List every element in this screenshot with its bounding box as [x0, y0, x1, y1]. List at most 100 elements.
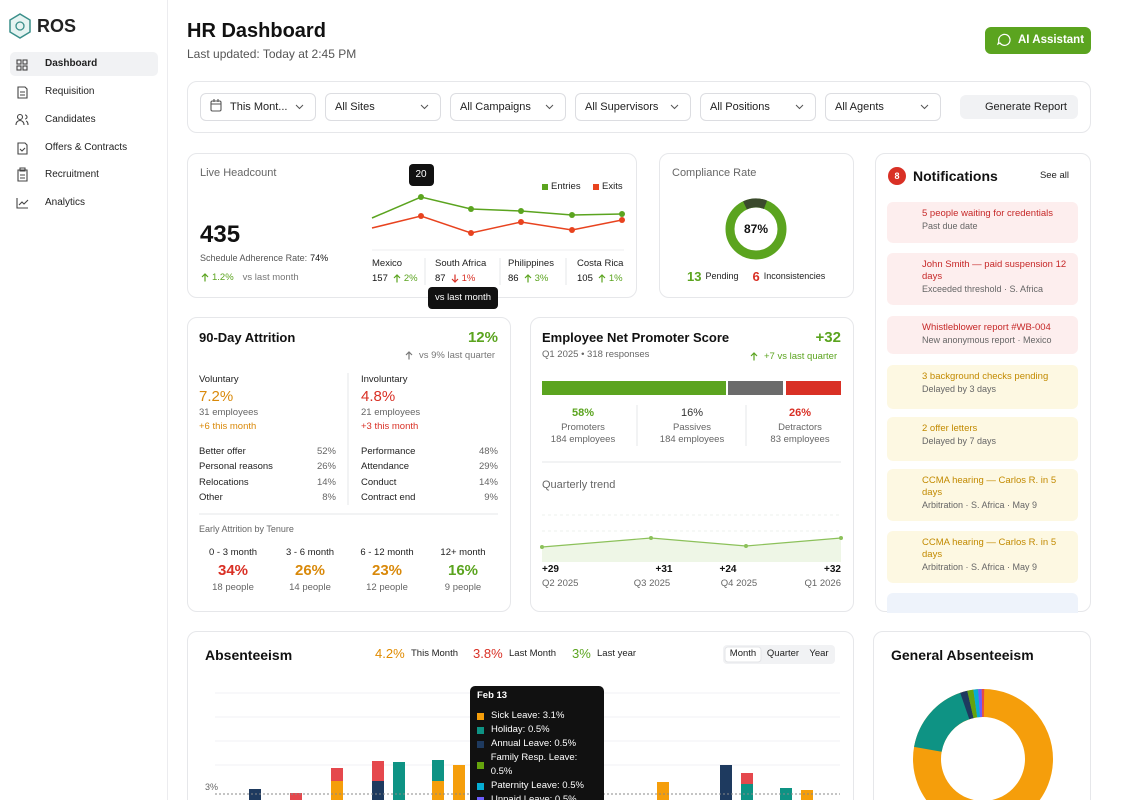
notification-title: Whistleblower report #WB-004: [922, 322, 1051, 333]
stat-label: Last Month: [509, 648, 556, 659]
generate-report-label[interactable]: Generate Report: [985, 101, 1067, 113]
tenure-label: 0 - 3 month: [208, 547, 258, 558]
reason-name: Performance: [361, 446, 416, 457]
notification-item[interactable]: CCMA hearing — Carlos R. in 5 days Arbitr…: [887, 531, 1078, 583]
filter-select[interactable]: [325, 93, 441, 121]
pending-count: 13: [687, 268, 702, 284]
filter-label: All Campaigns: [460, 101, 531, 113]
tenure-label: 3 - 6 month: [285, 547, 335, 558]
compliance-value: 87%: [743, 222, 769, 236]
reason-name: Attendance: [361, 461, 410, 472]
reason-value: 14%: [478, 477, 498, 488]
notification-title: John Smith — paid suspension 12 days: [922, 259, 1067, 282]
filter-label: All Supervisors: [585, 101, 659, 113]
group-value: 4.8%: [361, 388, 396, 405]
sidebar: [0, 0, 168, 800]
reason-value: 14%: [316, 477, 336, 488]
shape: [598, 273, 606, 282]
period-tab[interactable]: Year: [809, 648, 829, 659]
inconsistencies-count: 6: [752, 268, 760, 284]
notification-item[interactable]: 5 people waiting for credentials Past due…: [887, 202, 1078, 243]
tooltip-label: Unpaid Leave: 0.5%: [491, 794, 577, 800]
shape: [524, 273, 532, 282]
reason-name: Conduct: [361, 477, 397, 488]
notification-sub: Arbitration · S. Africa · May 9: [922, 562, 1038, 572]
filter-select[interactable]: [450, 93, 566, 121]
tooltip-swatch: [477, 761, 484, 769]
nav-item[interactable]: Dashboard: [45, 58, 98, 69]
notification-item[interactable]: CCMA hearing — Carlos R. in 5 days Arbitr…: [887, 469, 1078, 521]
compliance-stats: 13 Pending 6 Inconsistencies: [687, 267, 825, 285]
adherence-row: Schedule Adherence Rate: 74%: [200, 249, 328, 267]
segment-sub: 83 employees: [770, 434, 830, 445]
generate-report-button[interactable]: [960, 95, 1078, 119]
arrow-up: [393, 273, 401, 282]
notification-item[interactable]: 2 offer letters Delayed by 7 days: [887, 417, 1078, 461]
segment-sub: 184 employees: [659, 434, 725, 445]
country-name: Philippines: [508, 258, 554, 269]
trend-quarter: Q4 2025: [720, 578, 758, 589]
enps-subtitle: Q1 2025 • 318 responses: [542, 349, 650, 360]
filter-select[interactable]: [700, 93, 816, 121]
tenure-people: 18 people: [212, 582, 254, 593]
reason-name: Better offer: [199, 446, 246, 457]
period-tab[interactable]: Quarter: [766, 648, 800, 659]
nav-item[interactable]: Analytics: [45, 197, 86, 208]
shape: [451, 274, 459, 283]
notification-item[interactable]: Whistleblower report #WB-004 New anonymou…: [887, 316, 1078, 354]
see-all-link[interactable]: See all: [1039, 170, 1069, 181]
notification-sub: Arbitration · S. Africa · May 9: [922, 500, 1038, 510]
attrition-card: [187, 317, 511, 612]
country-value: 87: [435, 272, 446, 284]
group-label: Involuntary: [361, 374, 408, 385]
hover-tooltip-text: vs last month: [435, 292, 491, 303]
filter-select[interactable]: [200, 93, 316, 121]
page-subtitle: Last updated: Today at 2:45 PM: [187, 47, 357, 61]
filter-label: This Mont...: [230, 101, 288, 113]
notification-title: CCMA hearing — Carlos R. in 5 days: [922, 475, 1057, 498]
segment-pct: 26%: [788, 407, 812, 419]
notification-sub: Past due date: [922, 221, 978, 231]
tenure-label: 12+ month: [440, 547, 486, 558]
period-tab[interactable]: Month: [729, 648, 757, 659]
tooltip-swatch: [477, 796, 484, 800]
country-value: 86: [508, 272, 519, 284]
tooltip-row: Family Resp. Leave: 0.5%: [477, 751, 597, 779]
reason-value: 52%: [316, 446, 336, 457]
segment-pct: 58%: [571, 407, 595, 419]
filter-select[interactable]: [825, 93, 941, 121]
group-label: Voluntary: [199, 374, 239, 385]
segment-sub: 184 employees: [550, 434, 616, 445]
notification-item[interactable]: John Smith — paid suspension 12 days Exce…: [887, 253, 1078, 305]
trend-title: Quarterly trend: [542, 479, 616, 491]
enps-change: +7 vs last quarter: [750, 347, 837, 365]
country-stats: 87 1%: [435, 269, 475, 287]
country-change: 3%: [534, 272, 549, 284]
reference-label: 3%: [205, 782, 219, 792]
page-title: HR Dashboard: [187, 20, 326, 42]
reason-name: Contract end: [361, 492, 416, 503]
country-name: Costa Rica: [577, 258, 624, 269]
filter-select[interactable]: [575, 93, 691, 121]
trend-value: +32: [824, 564, 841, 575]
notification-sub: Delayed by 3 days: [922, 384, 997, 394]
arrow-up: [524, 273, 532, 282]
nav-item[interactable]: Offers & Contracts: [45, 142, 128, 153]
trend-value: +29: [542, 564, 559, 575]
country-change: 1%: [608, 272, 623, 284]
tenure-value: 26%: [294, 562, 326, 579]
card-title: Absenteeism: [205, 647, 293, 663]
nav-item[interactable]: Requisition: [45, 86, 95, 97]
shape: [201, 272, 209, 281]
chart-tooltip-text: 20: [415, 169, 427, 180]
adherence-value: 74%: [310, 253, 329, 263]
notification-item[interactable]: 3 background checks pending Delayed by 3 …: [887, 365, 1078, 409]
tooltip-title: Feb 13: [477, 690, 508, 701]
stat-value: 3%: [572, 646, 591, 661]
nav-item[interactable]: Candidates: [45, 114, 96, 125]
nav-item[interactable]: Recruitment: [45, 169, 99, 180]
ai-assistant-button[interactable]: AI Assistant: [1018, 34, 1085, 46]
shape: [405, 350, 413, 359]
notification-sub: Delayed by 7 days: [922, 436, 997, 446]
